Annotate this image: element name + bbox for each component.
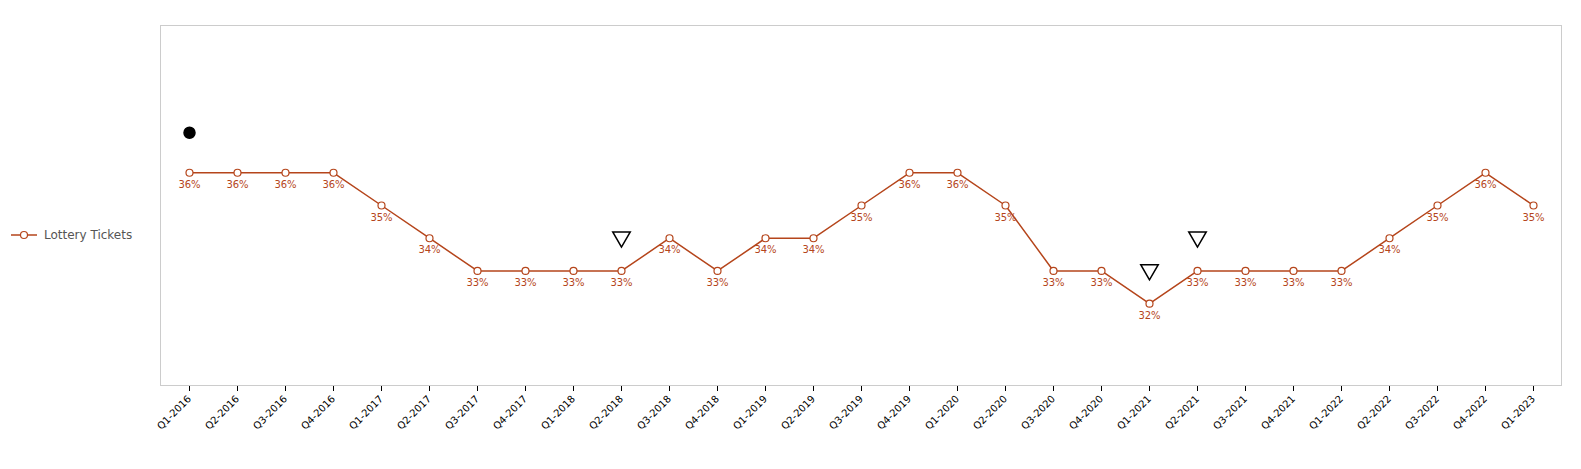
svg-text:Q3-2019: Q3-2019 [827,393,865,431]
svg-text:33%: 33% [706,277,728,288]
svg-text:33%: 33% [1234,277,1256,288]
svg-text:Q2-2021: Q2-2021 [1163,393,1201,431]
svg-text:Q2-2016: Q2-2016 [203,393,241,431]
svg-text:Q1-2020: Q1-2020 [923,393,961,431]
svg-text:Q4-2019: Q4-2019 [875,393,913,431]
svg-text:Q2-2018: Q2-2018 [587,393,625,431]
svg-text:35%: 35% [370,211,392,222]
svg-text:33%: 33% [1090,277,1112,288]
svg-text:33%: 33% [610,277,632,288]
svg-text:Q4-2020: Q4-2020 [1067,393,1105,431]
svg-text:34%: 34% [754,244,776,255]
svg-text:33%: 33% [1282,277,1304,288]
svg-text:Q2-2017: Q2-2017 [395,393,433,431]
svg-text:34%: 34% [418,244,440,255]
svg-text:Q4-2017: Q4-2017 [491,393,529,431]
svg-text:36%: 36% [898,178,920,189]
svg-text:34%: 34% [1378,244,1400,255]
svg-text:35%: 35% [1522,211,1544,222]
svg-text:36%: 36% [178,178,200,189]
svg-text:33%: 33% [1042,277,1064,288]
svg-text:33%: 33% [466,277,488,288]
svg-text:33%: 33% [514,277,536,288]
svg-text:Q3-2020: Q3-2020 [1019,393,1057,431]
svg-text:Q1-2019: Q1-2019 [731,393,769,431]
svg-text:Q1-2016: Q1-2016 [155,393,193,431]
svg-text:34%: 34% [802,244,824,255]
svg-text:35%: 35% [850,211,872,222]
svg-text:36%: 36% [274,178,296,189]
svg-text:36%: 36% [1474,178,1496,189]
svg-text:Q1-2022: Q1-2022 [1307,393,1345,431]
svg-text:Q3-2022: Q3-2022 [1403,393,1441,431]
svg-text:36%: 36% [226,178,248,189]
svg-text:Q1-2023: Q1-2023 [1499,393,1537,431]
svg-text:33%: 33% [1330,277,1352,288]
svg-text:36%: 36% [322,178,344,189]
svg-text:Q4-2016: Q4-2016 [299,393,337,431]
svg-text:Q1-2021: Q1-2021 [1115,393,1153,431]
svg-text:Q3-2016: Q3-2016 [251,393,289,431]
svg-text:34%: 34% [658,244,680,255]
svg-text:Q4-2022: Q4-2022 [1451,393,1489,431]
svg-text:Q1-2018: Q1-2018 [539,393,577,431]
svg-text:32%: 32% [1138,309,1160,320]
svg-text:36%: 36% [946,178,968,189]
svg-text:Q3-2017: Q3-2017 [443,393,481,431]
svg-text:Q4-2021: Q4-2021 [1259,393,1297,431]
svg-text:33%: 33% [1186,277,1208,288]
svg-text:Q3-2021: Q3-2021 [1211,393,1249,431]
svg-text:Q2-2020: Q2-2020 [971,393,1009,431]
svg-text:33%: 33% [562,277,584,288]
svg-text:Q2-2019: Q2-2019 [779,393,817,431]
svg-text:Q3-2018: Q3-2018 [635,393,673,431]
svg-text:Q4-2018: Q4-2018 [683,393,721,431]
svg-text:35%: 35% [1426,211,1448,222]
svg-text:Q2-2022: Q2-2022 [1355,393,1393,431]
html-text:Lottery Tickets: Lottery Tickets [44,227,133,242]
svg-text:35%: 35% [994,211,1016,222]
svg-text:Q1-2017: Q1-2017 [347,393,385,431]
